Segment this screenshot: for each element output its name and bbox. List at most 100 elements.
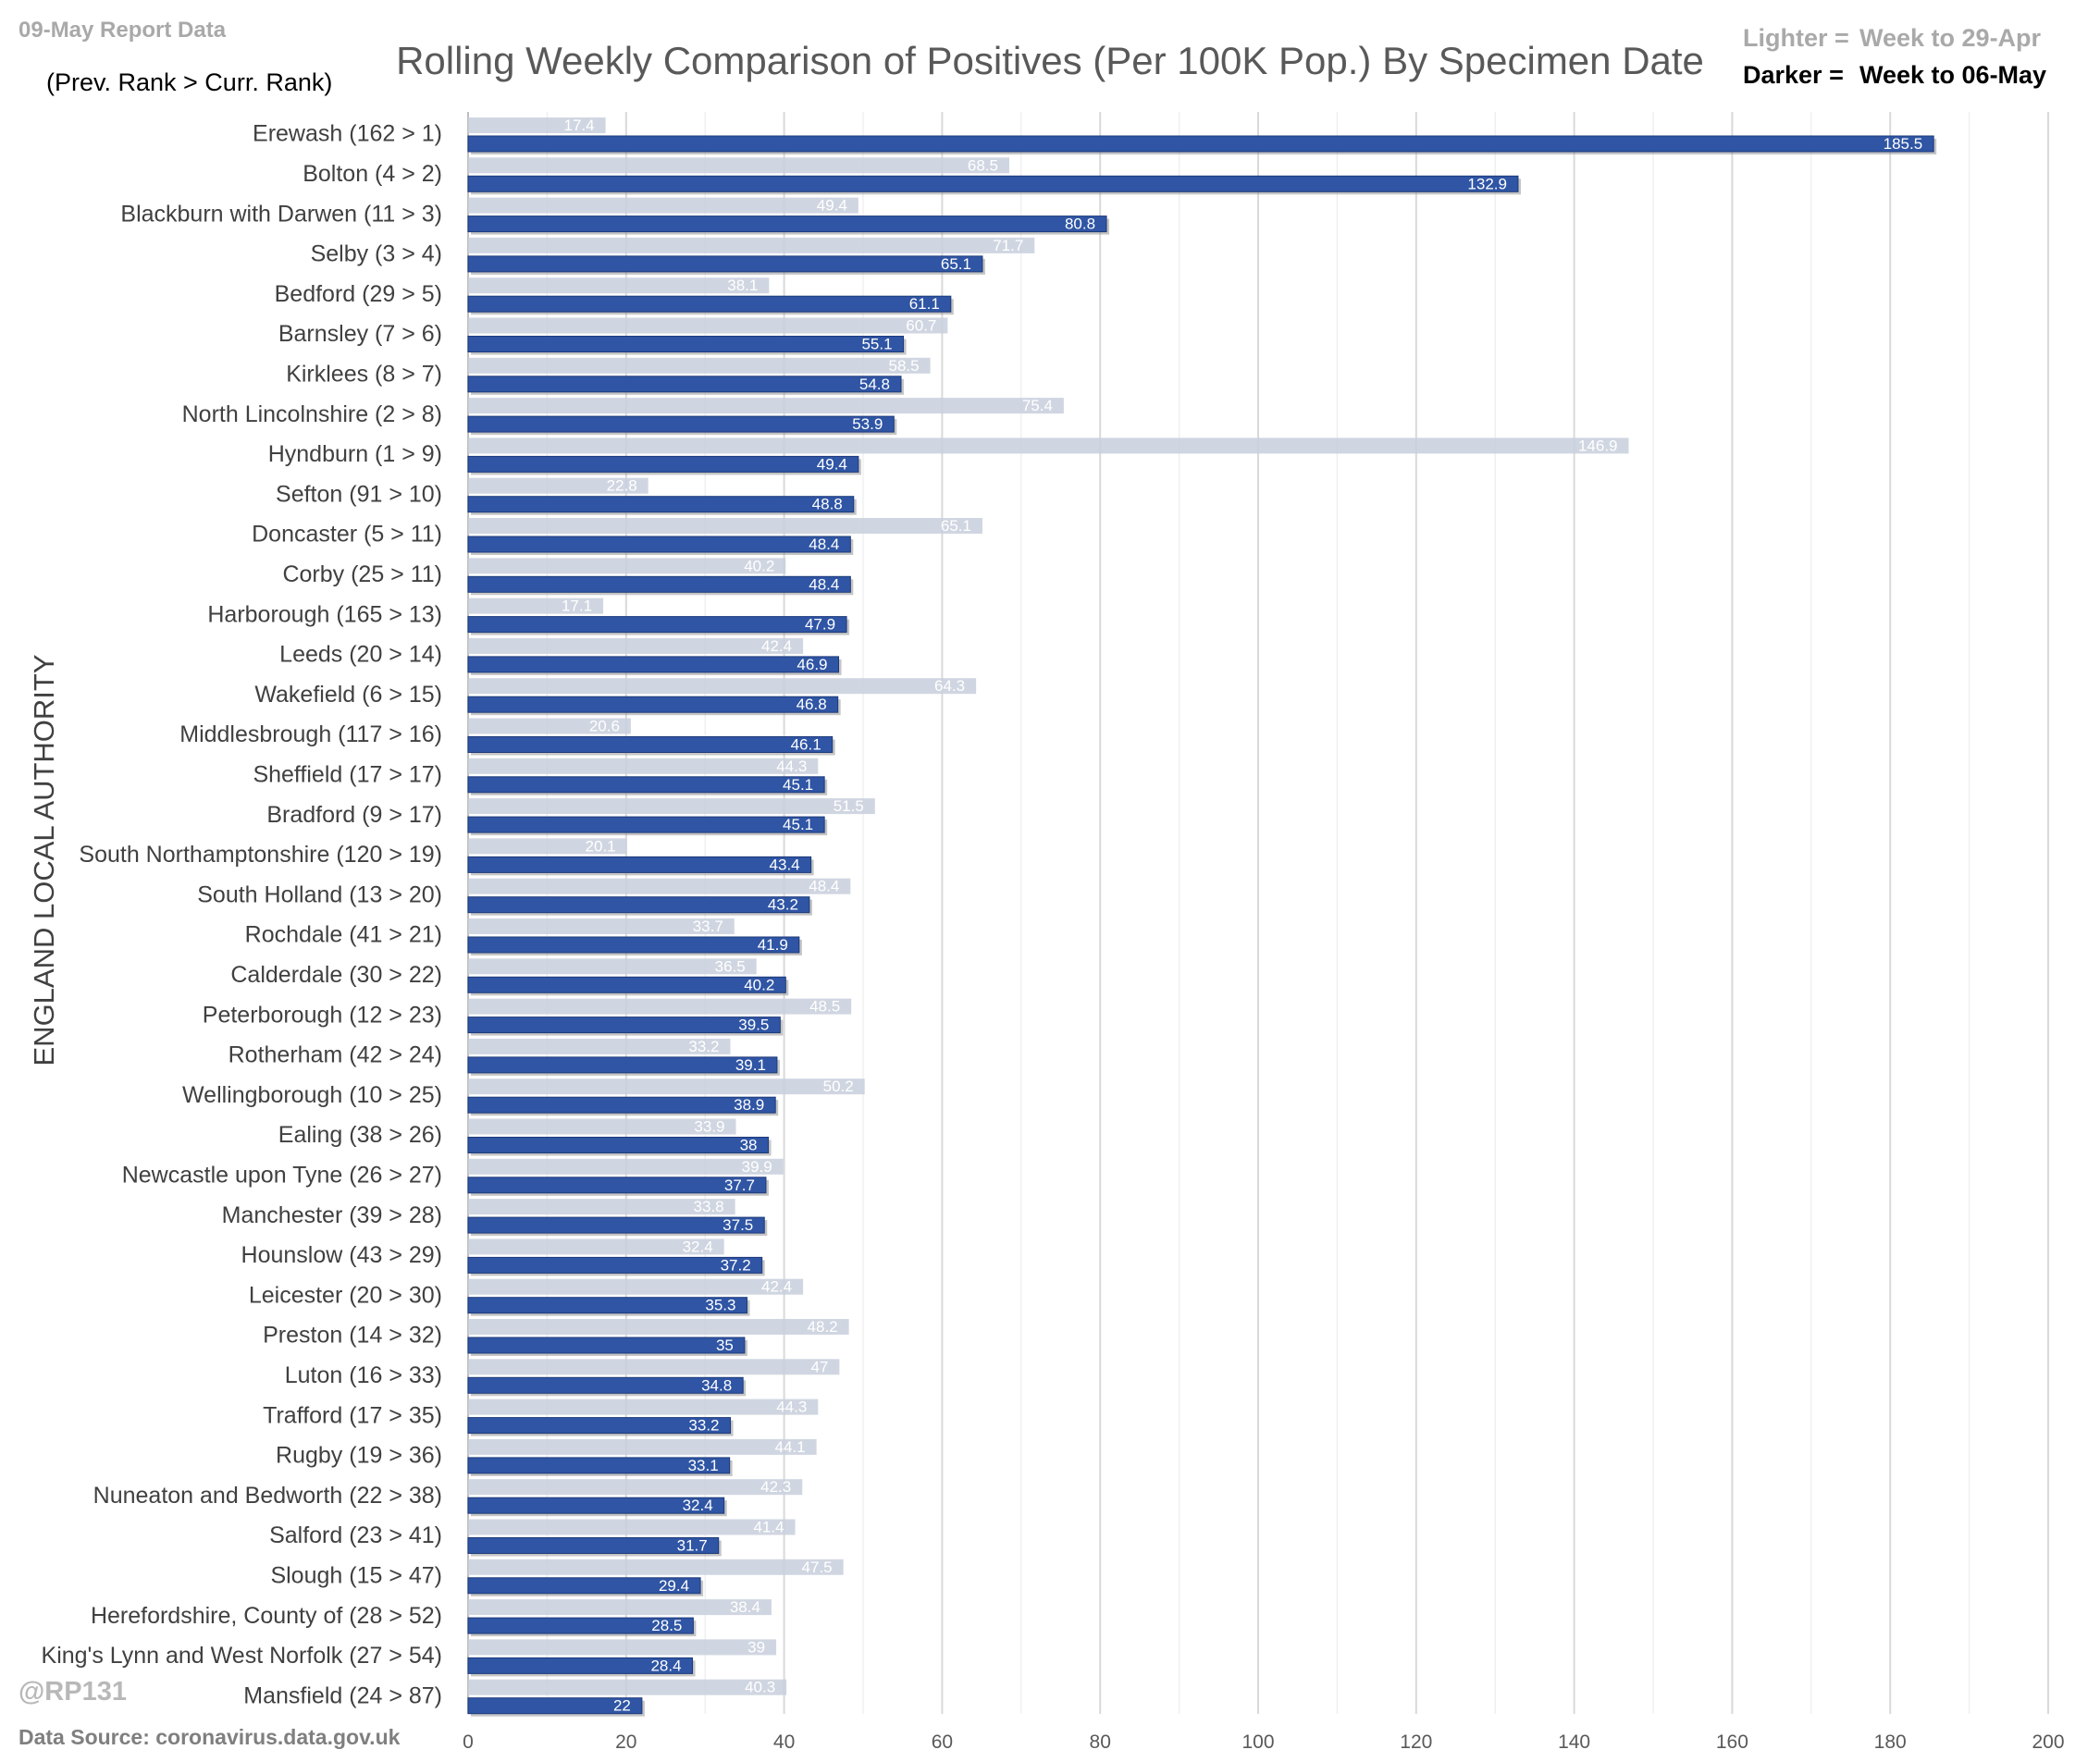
bar-week-29-apr [468,1238,724,1255]
x-tick-label: 200 [2032,1731,2064,1753]
data-label-week-29-apr: 51.5 [834,797,864,815]
category-label: Rotherham (42 > 24) [229,1042,442,1068]
data-label-week-29-apr: 39 [747,1638,765,1656]
data-label-week-06-may: 49.4 [817,455,847,473]
data-label-week-29-apr: 20.1 [586,837,616,855]
data-label-week-06-may: 48.4 [809,575,839,593]
bar-week-06-may [467,1337,746,1354]
bar-week-06-may [467,1137,770,1153]
x-tick-label: 140 [1558,1731,1590,1753]
bar-week-29-apr [468,1559,844,1575]
data-label-week-29-apr: 50.2 [823,1078,854,1095]
data-label-week-29-apr: 36.5 [715,957,746,975]
category-label: Bradford (9 > 17) [266,802,442,828]
data-label-week-06-may: 45.1 [783,816,813,833]
data-label-week-06-may: 33.2 [688,1417,719,1435]
data-source: Data Source: coronavirus.data.gov.uk [19,1725,401,1749]
data-label-week-29-apr: 20.6 [589,718,620,735]
data-label-week-06-may: 37.2 [721,1256,751,1274]
category-label: Nuneaton and Bedworth (22 > 38) [93,1483,442,1509]
bar-week-06-may [467,1297,747,1314]
bar-week-29-apr [468,798,875,815]
bar-week-29-apr [468,1278,804,1295]
bar-week-06-may [467,415,895,433]
bar-week-29-apr [468,317,948,334]
rank-note: (Prev. Rank > Curr. Rank) [46,68,332,96]
bar-week-29-apr [468,277,770,294]
category-label: Selby (3 > 4) [311,241,442,267]
category-label: Sefton (91 > 10) [276,481,442,507]
data-label-week-06-may: 38 [740,1137,758,1154]
data-label-week-29-apr: 33.7 [693,918,723,935]
category-label: Bolton (4 > 2) [303,161,442,187]
bar-week-06-may [467,1457,731,1474]
category-label: Leicester (20 > 30) [249,1282,442,1308]
category-label: Ealing (38 > 26) [278,1122,442,1148]
data-label-week-06-may: 61.1 [909,295,940,313]
data-label-week-29-apr: 64.3 [934,677,965,695]
bar-week-06-may [467,496,855,513]
data-label-week-06-may: 29.4 [659,1577,689,1595]
category-label: Hyndburn (1 > 9) [268,441,442,467]
legend-dark-key: Darker = [1743,61,1844,89]
category-label: Rugby (19 > 36) [276,1443,442,1469]
data-label-week-29-apr: 42.4 [761,637,792,655]
bar-week-06-may [467,1577,701,1595]
category-label: Harborough (165 > 13) [207,601,442,627]
data-label-week-06-may: 35.3 [705,1297,735,1314]
data-label-week-06-may: 37.5 [723,1216,753,1234]
category-label: Mansfield (24 > 87) [243,1682,442,1708]
bar-week-29-apr [468,758,819,774]
data-label-week-29-apr: 44.3 [776,758,807,775]
data-label-week-06-may: 53.9 [852,415,883,433]
data-label-week-06-may: 32.4 [683,1497,713,1514]
bar-week-29-apr [468,958,757,975]
bar-week-29-apr [468,838,627,855]
category-label: Bedford (29 > 5) [275,281,442,307]
bar-week-29-apr [468,1199,735,1215]
labels-layer: Erewash (162 > 1) 17.4 185.5 Bolton (4 > 2)… [42,117,1923,1715]
bar-week-06-may [467,1376,744,1394]
data-label-week-06-may: 43.2 [768,896,798,914]
chart-title: Rolling Weekly Comparison of Positives (… [396,39,1704,82]
data-label-week-06-may: 28.5 [651,1617,682,1634]
category-label: South Holland (13 > 20) [197,881,442,907]
data-label-week-06-may: 39.1 [735,1056,766,1074]
bar-week-06-may [467,1697,643,1715]
data-label-week-29-apr: 32.4 [683,1238,713,1255]
data-label-week-29-apr: 33.8 [694,1198,724,1215]
category-label: Calderdale (30 > 22) [230,962,442,988]
bars-layer [467,117,1937,1717]
data-label-week-06-may: 40.2 [744,976,774,993]
bar-week-06-may [467,1657,694,1674]
legend: Lighter = Week to 29-Apr Darker = Week t… [1743,24,2046,89]
bar-week-29-apr [468,1118,736,1135]
data-label-week-29-apr: 75.4 [1022,397,1053,414]
bar-week-06-may [467,336,905,352]
x-tick-label: 20 [615,1731,636,1753]
category-label: Preston (14 > 32) [263,1323,442,1349]
bar-week-29-apr [468,918,735,934]
bar-week-06-may [467,1017,781,1034]
bar-week-29-apr [468,357,931,374]
data-label-week-29-apr: 44.1 [775,1438,806,1456]
bar-week-06-may [467,1497,725,1514]
bar-week-29-apr [468,237,1035,253]
bar-week-06-may [467,696,839,713]
data-label-week-06-may: 65.1 [941,255,971,273]
bar-week-29-apr [468,1399,819,1415]
x-tick-label: 60 [932,1731,953,1753]
bar-week-29-apr [468,437,1629,454]
data-label-week-29-apr: 47.5 [802,1559,833,1576]
data-label-week-29-apr: 71.7 [993,237,1023,254]
data-label-week-29-apr: 42.4 [761,1278,792,1296]
data-label-week-29-apr: 38.1 [727,277,758,294]
data-label-week-29-apr: 17.1 [562,598,592,615]
bar-week-29-apr [468,1158,784,1175]
bar-week-06-may [467,1617,694,1634]
bar-week-29-apr [468,1479,803,1496]
bar-week-06-may [467,295,952,313]
category-label: Wakefield (6 > 15) [254,682,442,708]
bar-week-29-apr [468,1599,772,1616]
data-label-week-06-may: 55.1 [861,336,892,353]
